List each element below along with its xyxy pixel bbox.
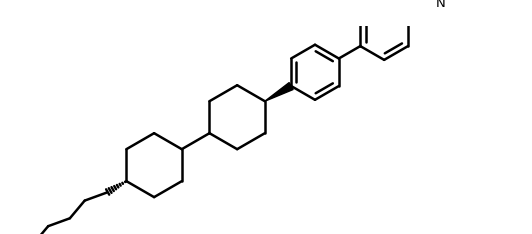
Text: N: N xyxy=(436,0,445,10)
Polygon shape xyxy=(265,83,293,101)
